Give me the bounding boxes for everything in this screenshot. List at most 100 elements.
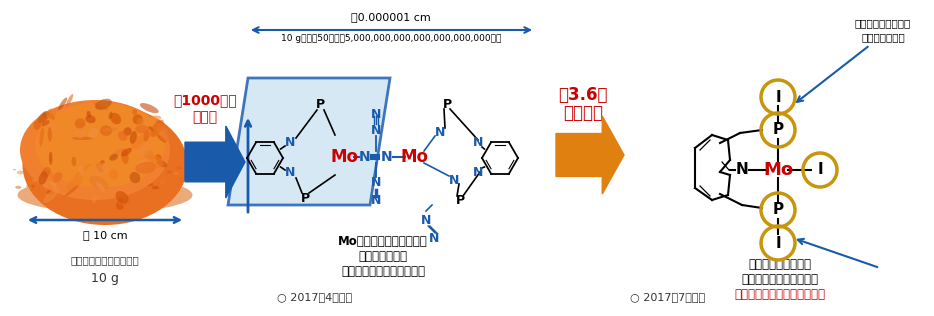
Text: P: P [456, 193, 464, 206]
Text: N: N [371, 108, 381, 121]
Ellipse shape [149, 155, 163, 168]
Text: P: P [772, 203, 784, 217]
Ellipse shape [26, 169, 33, 172]
Ellipse shape [73, 172, 78, 174]
Ellipse shape [157, 123, 169, 141]
Ellipse shape [18, 178, 192, 212]
Ellipse shape [166, 171, 173, 173]
Ellipse shape [98, 172, 103, 174]
Ellipse shape [130, 131, 137, 144]
Ellipse shape [75, 118, 85, 129]
Text: P: P [443, 99, 451, 112]
Ellipse shape [133, 114, 143, 125]
Ellipse shape [32, 179, 37, 182]
Text: N: N [360, 150, 371, 164]
Ellipse shape [15, 186, 21, 189]
Ellipse shape [52, 172, 63, 183]
Ellipse shape [89, 176, 108, 190]
Text: I: I [775, 89, 781, 105]
Text: ○ 2017年7月発表: ○ 2017年7月発表 [630, 292, 705, 302]
Ellipse shape [47, 109, 55, 119]
Ellipse shape [157, 135, 166, 143]
Ellipse shape [101, 182, 108, 186]
Ellipse shape [159, 166, 163, 168]
Text: N: N [371, 124, 381, 137]
Ellipse shape [123, 127, 132, 136]
Ellipse shape [34, 120, 41, 130]
Text: 拡大図: 拡大図 [192, 110, 218, 124]
Ellipse shape [96, 163, 103, 173]
Ellipse shape [100, 125, 112, 136]
Ellipse shape [116, 199, 126, 210]
Ellipse shape [22, 105, 188, 225]
Ellipse shape [89, 128, 98, 138]
Ellipse shape [100, 160, 105, 165]
Ellipse shape [149, 126, 154, 132]
Text: ヘルメットの改良は: ヘルメットの改良は [855, 18, 912, 28]
Ellipse shape [85, 115, 95, 123]
Ellipse shape [43, 119, 59, 131]
Ellipse shape [13, 169, 16, 170]
Ellipse shape [83, 177, 90, 180]
Text: N: N [429, 233, 439, 246]
Ellipse shape [136, 118, 144, 125]
Text: N: N [473, 166, 483, 179]
Text: P: P [316, 99, 324, 112]
Text: N: N [285, 137, 295, 149]
Ellipse shape [49, 177, 57, 190]
Ellipse shape [173, 172, 178, 175]
Text: N: N [473, 137, 483, 149]
Ellipse shape [62, 178, 65, 179]
Text: 約 10 cm: 約 10 cm [83, 230, 127, 240]
Ellipse shape [41, 167, 51, 178]
Ellipse shape [138, 160, 146, 168]
Ellipse shape [107, 193, 109, 194]
Text: これからの課題: これからの課題 [861, 32, 905, 42]
Ellipse shape [121, 149, 129, 164]
Polygon shape [228, 78, 390, 205]
Ellipse shape [26, 184, 32, 187]
Polygon shape [185, 126, 245, 198]
Ellipse shape [37, 111, 50, 123]
Ellipse shape [157, 160, 167, 167]
Ellipse shape [68, 164, 74, 167]
Text: N: N [421, 214, 432, 227]
Ellipse shape [95, 99, 112, 110]
Ellipse shape [118, 197, 125, 206]
Text: N: N [435, 125, 446, 138]
Ellipse shape [95, 175, 98, 176]
Ellipse shape [93, 103, 108, 110]
Text: N: N [381, 150, 393, 164]
Ellipse shape [40, 175, 50, 189]
Ellipse shape [75, 163, 91, 177]
Text: 性能向上: 性能向上 [563, 104, 603, 122]
Ellipse shape [121, 192, 126, 208]
Text: 粉末の触媒（イメージ）: 粉末の触媒（イメージ） [71, 255, 139, 265]
Text: 10 g: 10 g [91, 272, 119, 285]
Ellipse shape [66, 94, 73, 106]
Ellipse shape [47, 190, 54, 194]
Ellipse shape [17, 171, 24, 174]
Ellipse shape [137, 142, 149, 157]
Ellipse shape [20, 100, 170, 200]
Ellipse shape [144, 130, 149, 141]
Ellipse shape [176, 167, 181, 169]
Ellipse shape [135, 125, 149, 134]
Ellipse shape [144, 150, 153, 159]
Ellipse shape [78, 165, 84, 174]
Polygon shape [556, 116, 624, 194]
Ellipse shape [131, 135, 148, 149]
Ellipse shape [72, 137, 92, 140]
Text: 部分のかたちが: 部分のかたちが [359, 250, 407, 263]
Text: N: N [371, 177, 381, 190]
Ellipse shape [48, 113, 55, 120]
Text: 新方式の窒素分解が進み: 新方式の窒素分解が進み [742, 273, 818, 286]
Ellipse shape [130, 172, 140, 183]
Ellipse shape [66, 176, 83, 190]
Ellipse shape [133, 109, 137, 115]
Text: Moを囲むヘルメット状の: Moを囲むヘルメット状の [338, 235, 428, 248]
Ellipse shape [38, 171, 48, 185]
Text: Mo: Mo [763, 161, 793, 179]
Ellipse shape [135, 162, 156, 174]
Text: P: P [772, 123, 784, 137]
